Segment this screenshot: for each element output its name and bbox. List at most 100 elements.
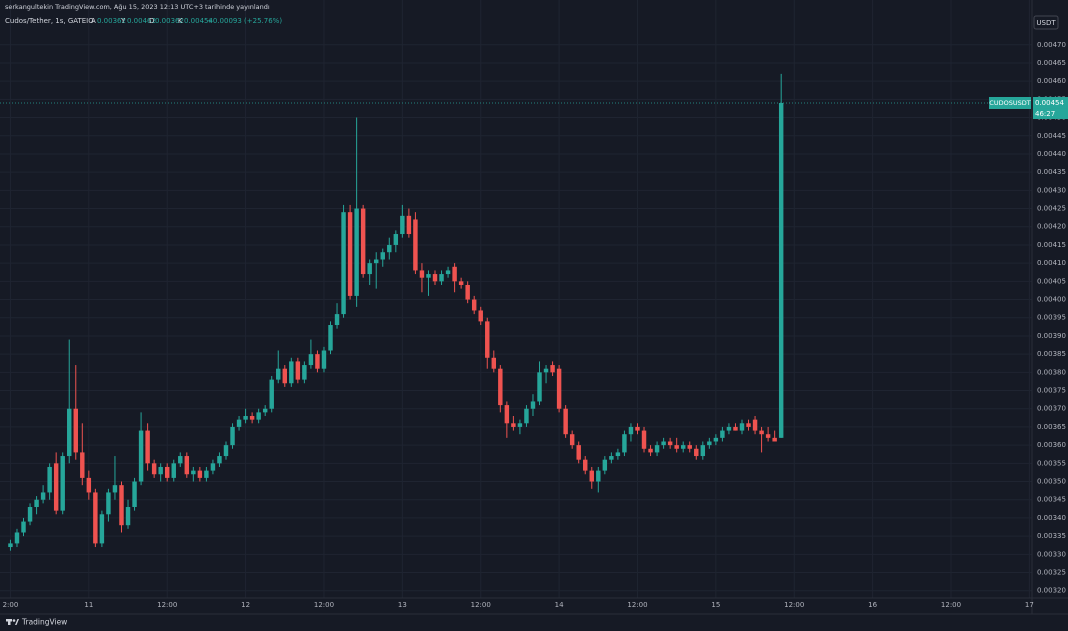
countdown-label: 46:27 (1035, 110, 1055, 118)
candle-body (328, 325, 333, 351)
open-value: 0.00362 (97, 17, 126, 25)
candle-body (667, 441, 673, 446)
candle-body (661, 441, 666, 446)
y-tick-label: 0.00330 (1037, 550, 1066, 558)
candle-body (765, 434, 771, 438)
candle-body (354, 208, 359, 296)
y-tick-label: 0.00440 (1037, 150, 1066, 158)
low-label: D (149, 17, 154, 25)
y-tick-label: 0.00355 (1037, 459, 1066, 467)
candle-body (524, 408, 529, 424)
candle-body (778, 102, 784, 438)
x-tick-label: 15 (711, 601, 720, 609)
candle-body (583, 459, 588, 471)
candle-body (537, 372, 542, 402)
candle-body (93, 492, 98, 544)
candle-body (276, 368, 281, 380)
y-tick-label: 0.00460 (1037, 77, 1066, 85)
candle-body (360, 208, 366, 275)
symbol-tag (989, 96, 1031, 109)
candle-body (478, 310, 483, 322)
candle-body (550, 365, 555, 373)
candle-body (772, 437, 777, 442)
candle-body (217, 456, 222, 464)
candle-body (413, 219, 418, 271)
y-tick-label: 0.00395 (1037, 314, 1066, 322)
high-value: 0.00462 (127, 17, 156, 25)
candle-body (471, 299, 477, 311)
candle-body (295, 361, 301, 380)
x-tick-label: 12 (241, 601, 250, 609)
candle-body (589, 470, 594, 482)
candle-body (543, 368, 549, 373)
y-tick-label: 0.00415 (1037, 241, 1066, 249)
low-value: 0.00362 (155, 17, 184, 25)
candle-body (112, 485, 118, 493)
candle-body (439, 274, 444, 282)
candle-body (210, 463, 216, 471)
x-tick-label: 13 (398, 601, 407, 609)
candle-body (569, 434, 575, 446)
y-tick-label: 0.00320 (1037, 587, 1066, 595)
candle-body (184, 456, 190, 475)
y-tick-label: 0.00340 (1037, 514, 1066, 522)
candle-body (556, 368, 562, 409)
candle-body (204, 470, 209, 478)
candle-body (289, 361, 294, 384)
candle-body (27, 507, 33, 522)
y-tick-label: 0.00370 (1037, 405, 1066, 413)
y-tick-label: 0.00360 (1037, 441, 1066, 449)
candle-body (445, 270, 451, 275)
candle-body (21, 521, 26, 533)
candle-body (236, 419, 242, 427)
candle-body (576, 445, 581, 460)
y-tick-label: 0.00350 (1037, 478, 1066, 486)
candle-body (302, 365, 307, 380)
candle-body (269, 379, 274, 409)
candles (0, 73, 1032, 551)
y-tick-label: 0.00335 (1037, 532, 1066, 540)
x-tick-label: 12:00 (314, 601, 334, 609)
candle-body (752, 419, 758, 431)
candle-body (615, 452, 621, 457)
candle-body (80, 452, 85, 478)
candle-body (720, 430, 725, 438)
candle-body (367, 263, 372, 275)
y-tick-label: 0.00430 (1037, 186, 1066, 194)
candle-body (73, 408, 78, 453)
x-tick-label: 12:00 (784, 601, 804, 609)
y-tick-label: 0.00380 (1037, 368, 1066, 376)
y-tick-label: 0.00420 (1037, 223, 1066, 231)
candle-body (609, 456, 614, 460)
y-tick-label: 0.00325 (1037, 569, 1066, 577)
candle-body (230, 426, 235, 446)
y-tick-label: 0.00345 (1037, 496, 1066, 504)
candle-body (713, 437, 719, 442)
change: +0.00093 (+25.76%) (207, 17, 282, 25)
candle-body (687, 445, 692, 449)
currency-button[interactable] (1033, 15, 1059, 30)
candle-body (406, 215, 412, 235)
y-tick-label: 0.00410 (1037, 259, 1066, 267)
candle-body (485, 321, 490, 358)
candle-body (374, 259, 379, 264)
candle-body (132, 481, 137, 508)
candle-body (733, 426, 738, 431)
x-tick-label: 14 (555, 601, 564, 609)
candle-body (432, 274, 438, 282)
candle-body (34, 499, 39, 508)
close-label: K (178, 17, 183, 25)
x-tick-label: 11 (84, 601, 93, 609)
logo-dot (12, 619, 16, 622)
currency-label[interactable]: USDT (1036, 19, 1056, 27)
candle-body (530, 401, 536, 409)
candle-body (308, 354, 314, 366)
candle-body (321, 350, 327, 369)
logo-stem (8, 619, 11, 625)
candle-body (641, 430, 647, 449)
candle-body (511, 423, 516, 427)
candle-body (178, 456, 183, 464)
candle-body (498, 368, 503, 406)
candle-body (223, 445, 229, 457)
brand: TradingView (21, 618, 67, 627)
